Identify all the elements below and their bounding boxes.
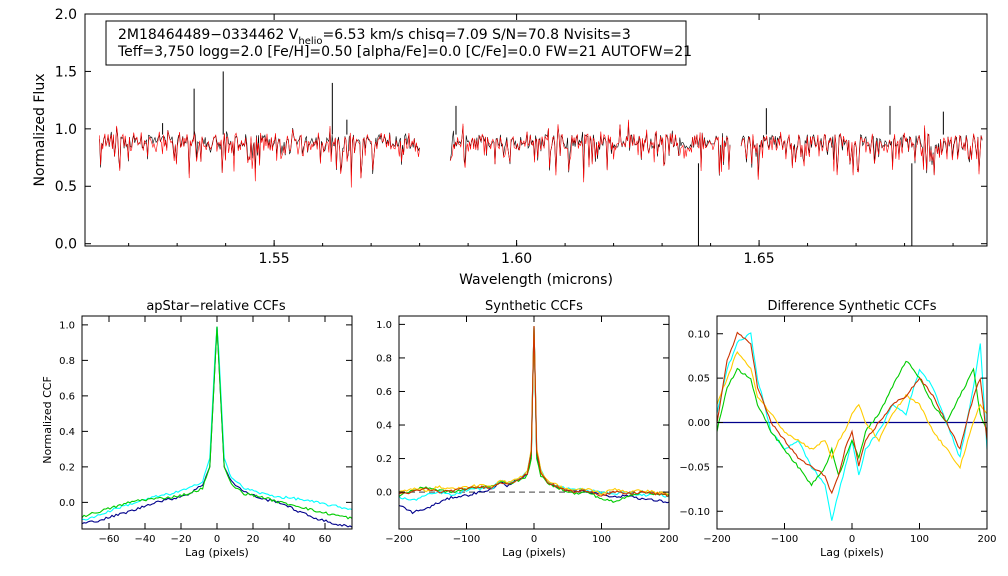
synthetic-ccf-xtick-label: 100	[592, 534, 611, 545]
apstar-ccf-ylabel: Normalized CCF	[41, 376, 54, 464]
apstar-ccf-xtick-label: 40	[283, 534, 296, 545]
apstar-ccf-xtick-label: 0	[214, 534, 220, 545]
difference-ccf-xtick-label: 0	[849, 534, 855, 545]
difference-ccf-xtick-label: 200	[977, 534, 996, 545]
apstar-ccf-ytick-label: 0.4	[59, 427, 75, 438]
spectrum-xlabel: Wavelength (microns)	[459, 272, 613, 288]
synthetic-ccf-ytick-label: 0.6	[376, 387, 392, 398]
synthetic-ccf-ytick-label: 0.2	[376, 454, 392, 465]
spectrum-info-box: 2M18464489−0334462 Vhelio=6.53 km/s chis…	[105, 20, 692, 66]
spectrum-xtick-label: 1.60	[501, 251, 532, 267]
apstar-ccf-ytick-label: 0.2	[59, 462, 75, 473]
difference-ccf-ytick-label: 0.00	[688, 418, 710, 429]
apstar-ccf-xlabel: Lag (pixels)	[185, 546, 249, 559]
difference-ccf-series-visit-3	[717, 360, 987, 487]
apstar-ccf-xtick-label: −60	[98, 534, 119, 545]
synthetic-ccf-title: Synthetic CCFs	[485, 299, 583, 314]
apstar-ccf-lines	[82, 326, 352, 528]
apstar-ccf-ytick-label: 0.0	[59, 498, 75, 509]
info-line-1-end: =6.53 km/s chisq=7.09 S/N=70.8 Nvisits=3	[323, 27, 631, 43]
difference-ccf-series-template-2	[717, 331, 987, 495]
spectrum-ytick-label: 0.0	[55, 237, 77, 253]
info-line-1: 2M18464489−0334462 Vhelio=6.53 km/s chis…	[118, 27, 631, 47]
synthetic-ccf-series-visit-3	[399, 327, 669, 503]
apstar-ccf-ticks: −60 −40 −20 0 20 40 60 0.0 0.2 0.4 0.6 0.8 1.0	[59, 316, 352, 545]
synthetic-ccf-xtick-label: −200	[385, 534, 412, 545]
difference-ccf-ticks: −200 −100 0 100 200 −0.10 −0.05 0.00 0.05 0.10	[679, 316, 997, 545]
synthetic-ccf-ytick-label: 0.8	[376, 353, 392, 364]
difference-ccf-ytick-label: 0.05	[688, 374, 710, 385]
synthetic-ccf-xtick-label: −100	[453, 534, 480, 545]
apstar-ccf-xtick-label: −20	[170, 534, 191, 545]
difference-ccf-xlabel: Lag (pixels)	[820, 546, 884, 559]
apstar-ccf-axes-frame	[81, 315, 353, 530]
spectrum-observed-line	[740, 127, 983, 177]
difference-ccf-xtick-label: 100	[910, 534, 929, 545]
apstar-ccf-xtick-label: 60	[319, 534, 332, 545]
info-line-2: Teff=3,750 logg=2.0 [Fe/H]=0.50 [alpha/F…	[117, 44, 692, 60]
spectrum-ticks: 1.55 1.60 1.65 0.0 0.5 1.0 1.5 2.0	[55, 7, 987, 267]
apstar-ccf-title: apStar−relative CCFs	[146, 299, 286, 314]
synthetic-ccf-xlabel: Lag (pixels)	[502, 546, 566, 559]
apstar-ccf-panel: apStar−relative CCFs −60 −40 −20 0 20 40 60 0.0…	[41, 299, 353, 559]
synthetic-ccf-xtick-label: 200	[659, 534, 678, 545]
info-line-1-start: 2M18464489−0334462 V	[118, 27, 299, 43]
synthetic-ccf-lines	[399, 326, 669, 515]
difference-ccf-xtick-label: −100	[771, 534, 798, 545]
spectrum-xtick-label: 1.55	[259, 251, 290, 267]
spectrum-xtick-label: 1.65	[743, 251, 774, 267]
spectrum-panel: 1.55 1.60 1.65 0.0 0.5 1.0 1.5 2.0 Wavelength (…	[32, 7, 988, 288]
difference-ccf-xtick-label: −200	[703, 534, 730, 545]
info-line-1-subscript: helio	[298, 36, 322, 47]
synthetic-ccf-series-template-2	[399, 326, 669, 498]
difference-ccf-series-template-1	[717, 350, 987, 470]
spectrum-ytick-label: 2.0	[55, 7, 77, 23]
difference-ccf-panel: Difference Synthetic CCFs −200 −100 0 100 20…	[679, 299, 996, 559]
apstar-ccf-xtick-label: −40	[134, 534, 155, 545]
spectrum-ytick-label: 1.0	[55, 122, 77, 138]
synthetic-ccf-xtick-label: 0	[531, 534, 537, 545]
spectrum-axes-frame	[84, 13, 988, 247]
spectrum-model-line	[99, 125, 420, 188]
spectrum-model-line	[449, 119, 731, 183]
apstar-ccf-ytick-label: 0.8	[59, 356, 75, 367]
info-box-frame	[105, 20, 687, 66]
spectrum-ytick-label: 0.5	[55, 179, 77, 195]
synthetic-ccf-ticks: −200 −100 0 100 200 0.0 0.2 0.4 0.6 0.8 1.0	[376, 316, 679, 545]
apstar-ccf-series-visit-2	[82, 326, 352, 521]
difference-ccf-ytick-label: −0.05	[679, 462, 710, 473]
spectrum-ylabel: Normalized Flux	[32, 74, 48, 187]
difference-ccf-title: Difference Synthetic CCFs	[767, 299, 936, 314]
spectrum-model-line	[740, 125, 983, 180]
spectrum-lines	[99, 71, 983, 246]
apstar-ccf-xtick-label: 20	[247, 534, 260, 545]
apstar-ccf-series-visit-3	[82, 326, 352, 520]
synthetic-ccf-ytick-label: 1.0	[376, 320, 392, 331]
difference-ccf-ytick-label: −0.10	[679, 507, 710, 518]
apstar-ccf-ytick-label: 1.0	[59, 320, 75, 331]
difference-ccf-series-visit-2	[717, 332, 987, 521]
difference-ccf-ytick-label: 0.10	[688, 329, 710, 340]
synthetic-ccf-ytick-label: 0.0	[376, 488, 392, 499]
synthetic-ccf-ytick-label: 0.4	[376, 421, 392, 432]
synthetic-ccf-panel: Synthetic CCFs −200 −100 0 100 200 0.0 0.2 0.4 0…	[376, 299, 678, 559]
difference-ccf-lines	[717, 331, 987, 521]
spectrum-ytick-label: 1.5	[55, 64, 77, 80]
apstar-ccf-ytick-label: 0.6	[59, 391, 75, 402]
spectrum-observed-line	[449, 122, 731, 179]
apstar-ccf-series-visit-1	[82, 326, 352, 528]
